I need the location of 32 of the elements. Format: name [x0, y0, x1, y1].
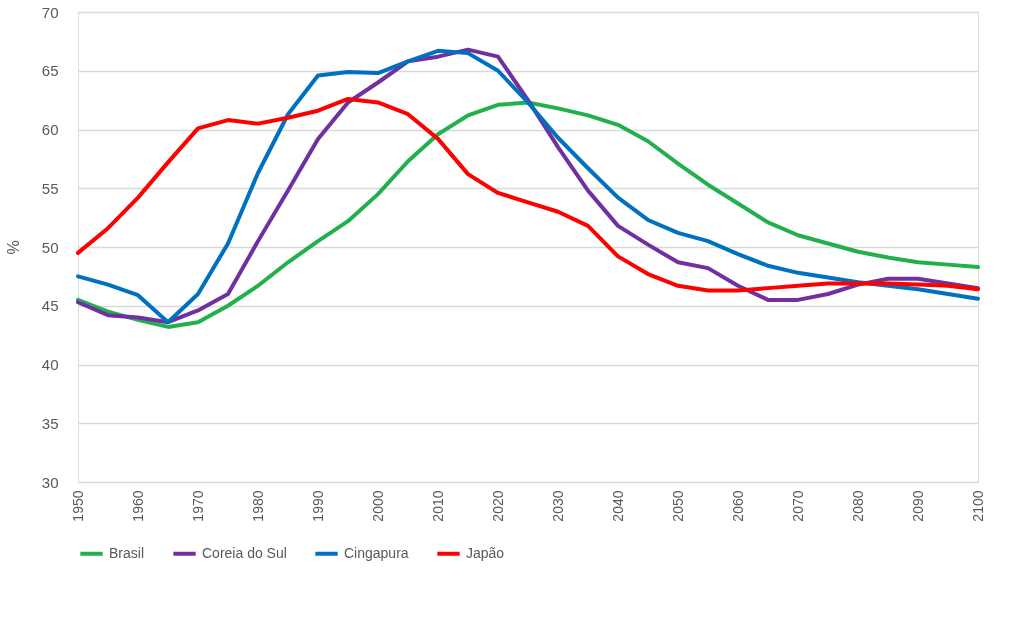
x-tick-label: 2050 — [669, 490, 686, 522]
legend-label: Brasil — [109, 544, 145, 561]
x-tick-label: 2030 — [549, 490, 566, 522]
x-tick-label: 2000 — [369, 490, 386, 522]
x-tick-label: 2100 — [969, 490, 986, 522]
y-tick-label: 65 — [41, 62, 59, 80]
line-series — [76, 96, 980, 293]
legend-label: Cingapura — [344, 544, 409, 561]
x-tick-label: 2090 — [909, 490, 926, 522]
y-tick-label: 35 — [41, 414, 59, 432]
y-tick-label: 50 — [41, 238, 59, 256]
x-tick-label: 1970 — [189, 490, 206, 522]
y-tick-label: 55 — [41, 179, 59, 197]
legend-label: Coreia do Sul — [202, 544, 287, 561]
y-tick-label: 30 — [41, 473, 59, 491]
line-series — [76, 100, 980, 329]
y-axis-title: % — [4, 240, 22, 255]
y-tick-label: 45 — [41, 297, 59, 315]
x-tick-label: 2080 — [849, 490, 866, 522]
y-tick-label: 60 — [41, 121, 59, 138]
x-tick-label: 2020 — [489, 490, 506, 522]
x-tick-label: 2060 — [729, 490, 746, 522]
legend-label: Japão — [466, 544, 505, 561]
x-tick-label: 2070 — [789, 490, 806, 522]
x-tick-label: 1990 — [309, 490, 326, 522]
x-tick-label: 1980 — [249, 490, 266, 522]
y-tick-label: 70 — [41, 3, 59, 21]
x-tick-label: 1950 — [69, 490, 86, 522]
x-tick-label: 2040 — [609, 490, 626, 522]
x-tick-label: 1960 — [129, 490, 146, 522]
x-tick-label: 2010 — [429, 490, 446, 522]
y-tick-label: 40 — [41, 356, 59, 373]
